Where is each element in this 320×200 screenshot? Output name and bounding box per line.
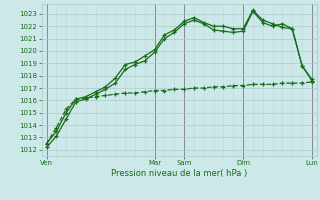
X-axis label: Pression niveau de la mer( hPa ): Pression niveau de la mer( hPa ) [111, 169, 247, 178]
